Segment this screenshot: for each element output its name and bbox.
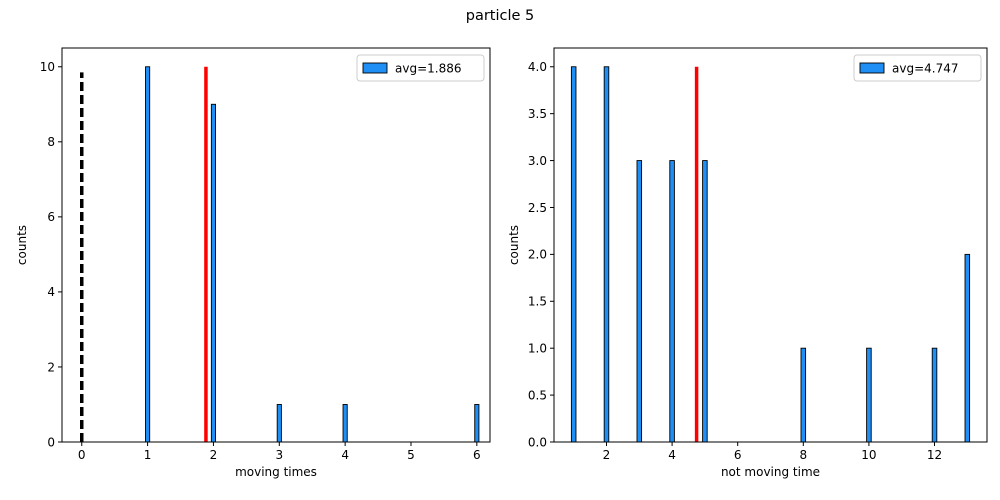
figure-title: particle 5 <box>465 8 535 24</box>
bar-0 <box>570 66 577 443</box>
bar-1 <box>210 103 217 443</box>
bar-4 <box>474 404 480 443</box>
y-tick-label: 0.5 <box>528 388 547 402</box>
legend: avg=4.747 <box>853 54 982 82</box>
x-tick-label: 10 <box>861 448 876 462</box>
y-axis-label: counts <box>15 225 29 265</box>
histogram-moving-times: 0 1 2 3 4 5 6 0 2 4 6 8 10 moving times counts avg=1.88… <box>15 47 491 479</box>
y-tick-label: 4 <box>47 285 55 299</box>
y-tick-label: 0 <box>47 435 55 449</box>
y-tick-label: 2.5 <box>528 201 547 215</box>
bar-3 <box>342 404 348 443</box>
legend-swatch <box>362 62 388 74</box>
bar-1 <box>603 66 610 443</box>
y-tick-label: 2 <box>47 360 55 374</box>
bar-7 <box>931 347 938 443</box>
y-tick-label: 3.0 <box>528 154 547 168</box>
bar-8 <box>964 253 971 443</box>
y-tick-label: 10 <box>40 60 55 74</box>
bar-2 <box>276 404 282 443</box>
x-tick-label: 6 <box>473 448 481 462</box>
legend: avg=1.886 <box>356 54 485 82</box>
x-axis-label: moving times <box>235 465 317 479</box>
x-tick-label: 4 <box>341 448 349 462</box>
y-tick-label: 4.0 <box>528 60 547 74</box>
bar-0 <box>145 66 151 443</box>
bar-6 <box>866 347 872 443</box>
legend-box <box>356 54 485 82</box>
y-tick-label: 8 <box>47 135 55 149</box>
x-tick-label: 2 <box>210 448 218 462</box>
y-axis-label: counts <box>507 225 521 265</box>
axes-frame <box>61 47 491 443</box>
x-tick-label: 5 <box>407 448 415 462</box>
x-tick-label: 1 <box>144 448 152 462</box>
x-tick-label: 4 <box>668 448 676 462</box>
y-tick-label: 1.5 <box>528 295 547 309</box>
x-tick-label: 6 <box>734 448 742 462</box>
plot-area-0 <box>80 66 480 443</box>
x-tick-label: 12 <box>927 448 942 462</box>
bar-5 <box>800 347 807 443</box>
legend-box <box>853 54 982 82</box>
y-tick-label: 0.0 <box>528 435 547 449</box>
x-axis-label: not moving time <box>721 465 820 479</box>
bar-4 <box>702 160 708 443</box>
x-tick-label: 8 <box>799 448 807 462</box>
histogram-not-moving-time: 2 4 6 8 10 12 0.0 0.5 1.0 1.5 2.0 2.5 3.0 3.5 4.0 not m… <box>507 47 988 479</box>
x-tick-label: 0 <box>78 448 86 462</box>
bar-2 <box>636 160 643 443</box>
plot-area-1 <box>570 66 971 443</box>
bar-3 <box>669 160 675 443</box>
x-tick-label: 3 <box>275 448 283 462</box>
y-tick-label: 1.0 <box>528 341 547 355</box>
y-tick-label: 3.5 <box>528 107 547 121</box>
legend-label: avg=1.886 <box>395 62 461 76</box>
x-tick-label: 2 <box>603 448 611 462</box>
legend-label: avg=4.747 <box>892 62 958 76</box>
axes-frame <box>553 47 988 443</box>
y-tick-label: 6 <box>47 210 55 224</box>
y-tick-label: 2.0 <box>528 248 547 262</box>
legend-swatch <box>859 62 885 74</box>
